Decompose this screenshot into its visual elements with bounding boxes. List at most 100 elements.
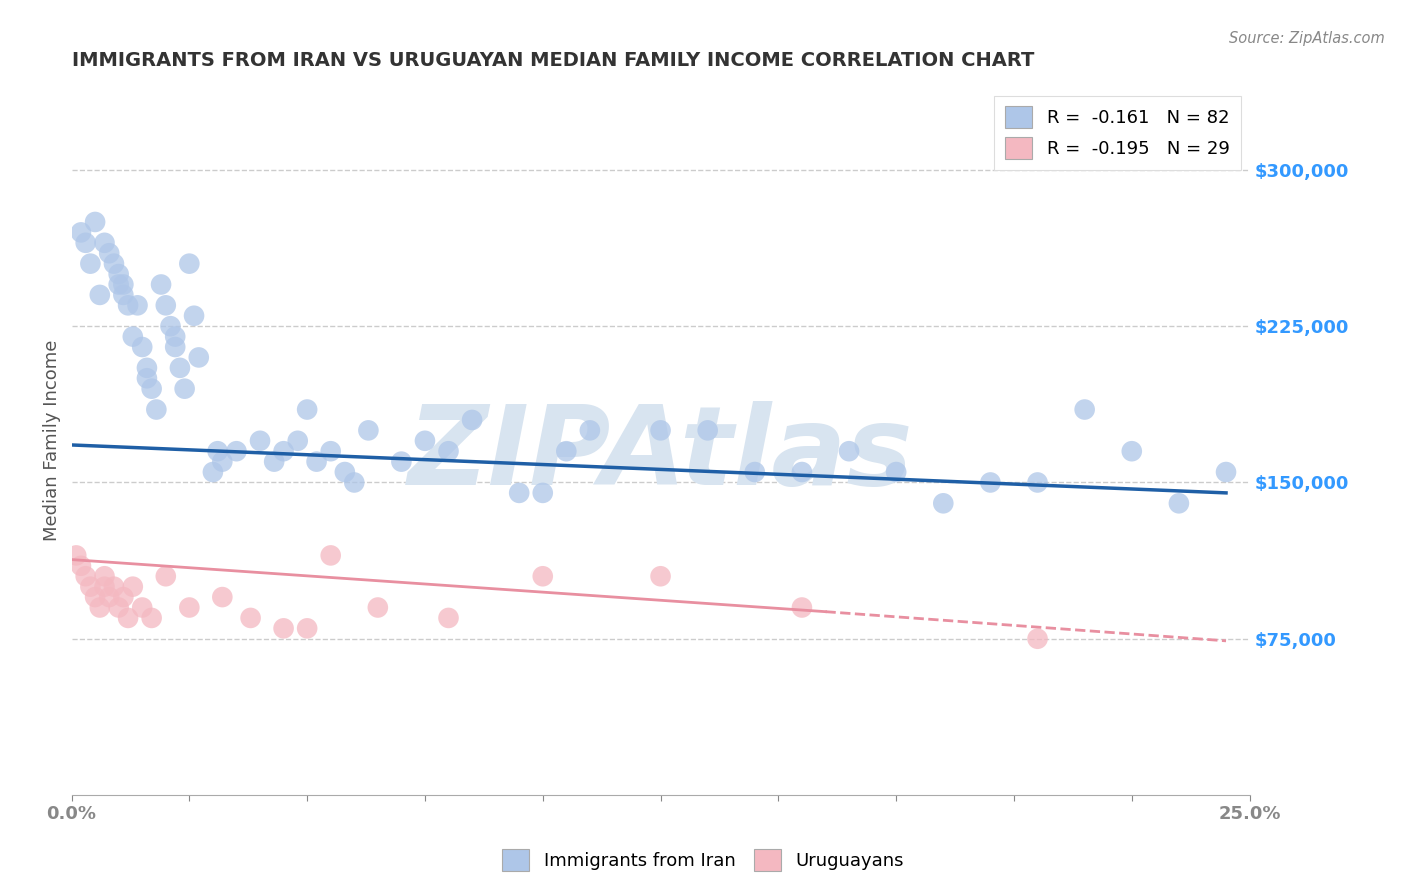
Point xyxy=(136,371,159,385)
Point xyxy=(263,455,285,469)
Point xyxy=(131,600,153,615)
Point xyxy=(508,486,530,500)
Point xyxy=(79,580,101,594)
Point xyxy=(107,277,129,292)
Legend: Immigrants from Iran, Uruguayans: Immigrants from Iran, Uruguayans xyxy=(495,842,911,879)
Point xyxy=(136,360,159,375)
Point xyxy=(367,600,389,615)
Point xyxy=(145,402,167,417)
Point xyxy=(319,549,342,563)
Point xyxy=(1167,496,1189,510)
Point xyxy=(744,465,766,479)
Point xyxy=(650,569,672,583)
Point xyxy=(155,569,177,583)
Point xyxy=(107,267,129,281)
Point xyxy=(179,600,201,615)
Point xyxy=(70,226,93,240)
Point xyxy=(75,569,97,583)
Point xyxy=(117,298,139,312)
Point xyxy=(121,329,143,343)
Point xyxy=(343,475,366,490)
Point xyxy=(650,423,672,437)
Point xyxy=(98,246,121,260)
Point xyxy=(531,569,554,583)
Point xyxy=(103,257,125,271)
Point xyxy=(173,382,195,396)
Point xyxy=(696,423,718,437)
Point xyxy=(98,590,121,604)
Point xyxy=(225,444,247,458)
Point xyxy=(93,580,115,594)
Point xyxy=(579,423,602,437)
Point xyxy=(165,340,187,354)
Point xyxy=(131,340,153,354)
Point xyxy=(305,455,328,469)
Point xyxy=(103,580,125,594)
Point xyxy=(159,319,181,334)
Point xyxy=(295,621,318,635)
Point xyxy=(357,423,380,437)
Point xyxy=(1121,444,1143,458)
Point xyxy=(838,444,860,458)
Point xyxy=(112,277,135,292)
Point xyxy=(141,382,163,396)
Point xyxy=(93,235,115,250)
Point xyxy=(169,360,191,375)
Point xyxy=(150,277,173,292)
Point xyxy=(413,434,436,448)
Point xyxy=(79,257,101,271)
Point xyxy=(333,465,356,479)
Text: Source: ZipAtlas.com: Source: ZipAtlas.com xyxy=(1229,31,1385,46)
Point xyxy=(295,402,318,417)
Text: IMMIGRANTS FROM IRAN VS URUGUAYAN MEDIAN FAMILY INCOME CORRELATION CHART: IMMIGRANTS FROM IRAN VS URUGUAYAN MEDIAN… xyxy=(72,51,1033,70)
Point xyxy=(790,600,813,615)
Point xyxy=(884,465,907,479)
Point xyxy=(932,496,955,510)
Point xyxy=(117,611,139,625)
Y-axis label: Median Family Income: Median Family Income xyxy=(44,340,60,541)
Point xyxy=(112,590,135,604)
Point xyxy=(531,486,554,500)
Point xyxy=(239,611,262,625)
Point xyxy=(287,434,309,448)
Point xyxy=(187,351,209,365)
Point xyxy=(1026,475,1049,490)
Point xyxy=(179,257,201,271)
Point xyxy=(555,444,578,458)
Point xyxy=(141,611,163,625)
Point xyxy=(1026,632,1049,646)
Point xyxy=(1215,465,1237,479)
Point xyxy=(165,329,187,343)
Point xyxy=(273,621,295,635)
Point xyxy=(790,465,813,479)
Point xyxy=(979,475,1001,490)
Point xyxy=(155,298,177,312)
Text: ZIPAtlas: ZIPAtlas xyxy=(408,401,914,508)
Point xyxy=(437,444,460,458)
Point xyxy=(249,434,271,448)
Point xyxy=(201,465,224,479)
Point xyxy=(84,215,107,229)
Point xyxy=(319,444,342,458)
Point xyxy=(93,569,115,583)
Point xyxy=(461,413,484,427)
Point xyxy=(89,600,111,615)
Point xyxy=(65,549,87,563)
Point xyxy=(211,455,233,469)
Point xyxy=(1073,402,1095,417)
Point xyxy=(70,558,93,573)
Legend: R =  -0.161   N = 82, R =  -0.195   N = 29: R = -0.161 N = 82, R = -0.195 N = 29 xyxy=(994,95,1240,170)
Point xyxy=(127,298,149,312)
Point xyxy=(84,590,107,604)
Point xyxy=(89,288,111,302)
Point xyxy=(273,444,295,458)
Point xyxy=(211,590,233,604)
Point xyxy=(183,309,205,323)
Point xyxy=(389,455,412,469)
Point xyxy=(112,288,135,302)
Point xyxy=(437,611,460,625)
Point xyxy=(107,600,129,615)
Point xyxy=(75,235,97,250)
Point xyxy=(207,444,229,458)
Point xyxy=(121,580,143,594)
